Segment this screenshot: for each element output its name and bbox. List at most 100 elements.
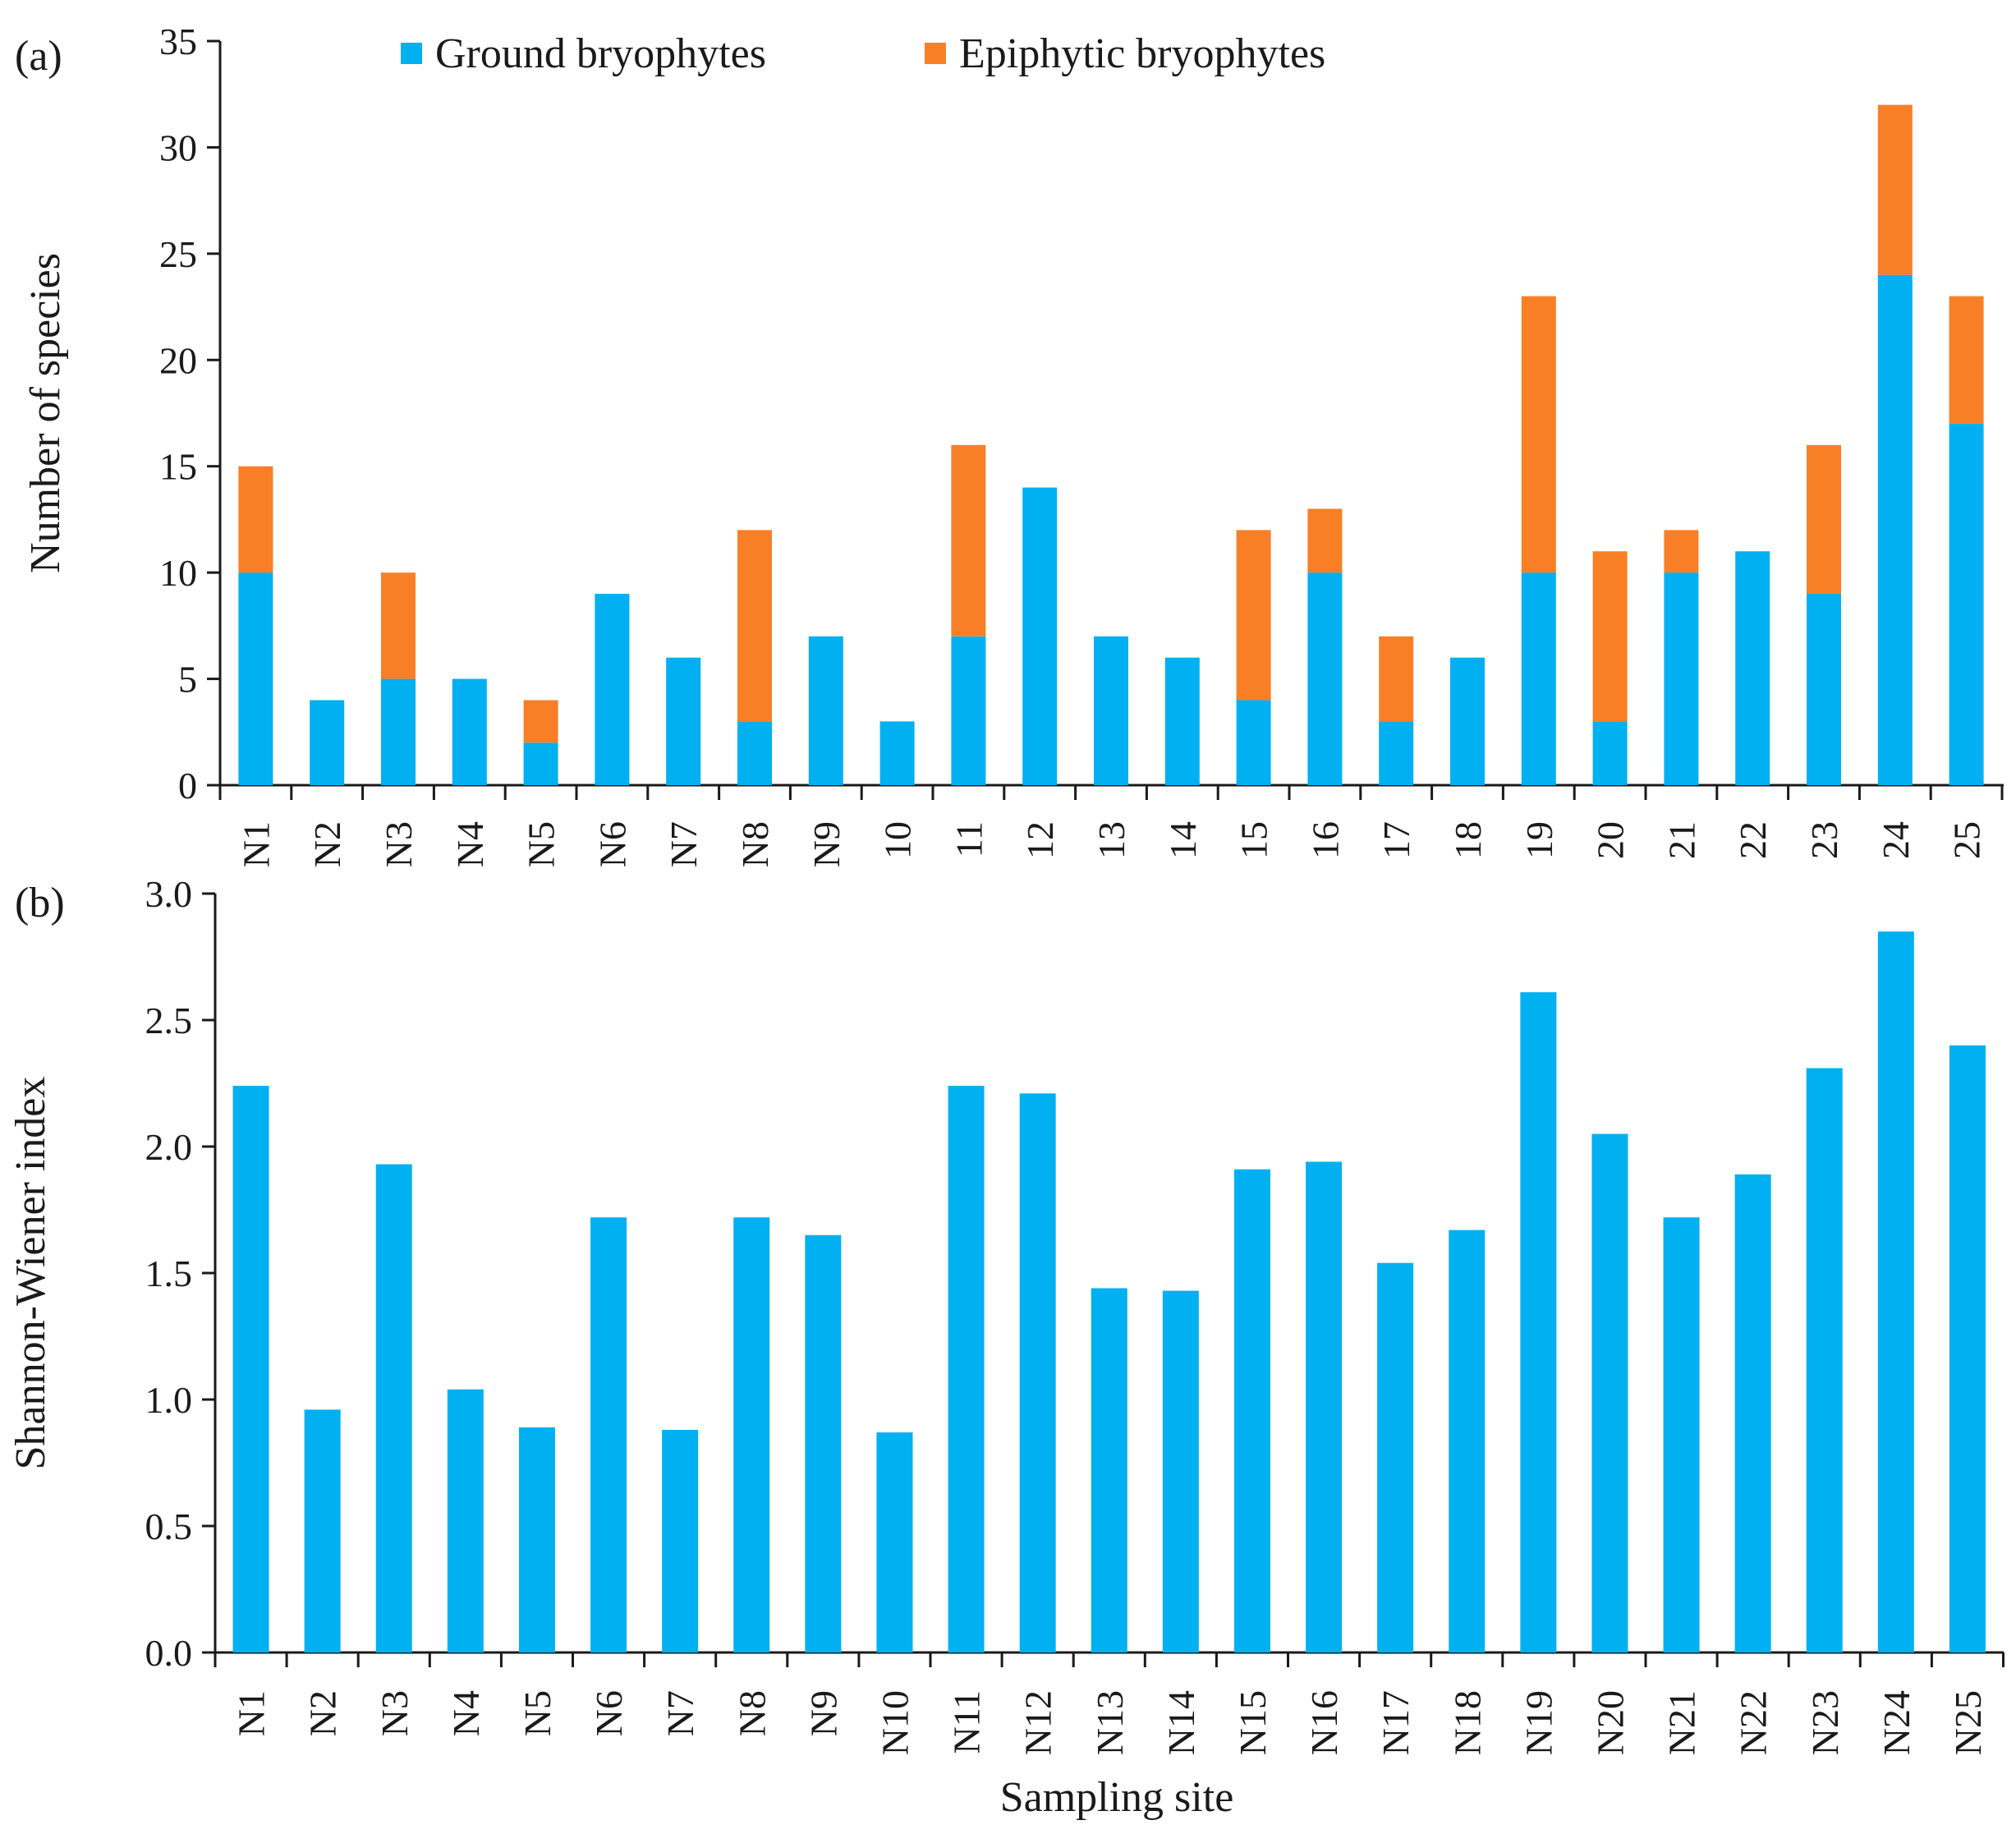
y-tick-label: 3.0 — [145, 873, 193, 915]
x-category-label: 10 — [877, 821, 919, 859]
x-category-label: N1 — [235, 821, 277, 867]
x-category-label: N9 — [806, 821, 847, 867]
x-category-label: N21 — [1661, 1690, 1703, 1755]
ground-bar — [595, 594, 630, 785]
x-category-label: 25 — [1946, 821, 1988, 859]
epiphytic-bar — [737, 530, 772, 722]
x-category-label: 21 — [1660, 821, 1702, 859]
x-category-label: N8 — [731, 1690, 773, 1736]
ground-bar — [1521, 572, 1556, 785]
shannon-bar — [1591, 1133, 1628, 1652]
x-category-label: N6 — [591, 821, 633, 867]
epiphytic-bar — [381, 572, 416, 679]
ground-bar — [381, 678, 416, 785]
epiphytic-bar — [1664, 530, 1699, 573]
ground-bar — [1094, 636, 1128, 785]
ground-bar — [879, 721, 915, 785]
x-category-label: N10 — [874, 1690, 916, 1755]
x-category-label: N25 — [1947, 1690, 1989, 1755]
x-category-label: 14 — [1162, 821, 1204, 859]
legend-label-epiphytic: Epiphytic bryophytes — [959, 30, 1325, 77]
shannon-bar — [590, 1217, 627, 1652]
x-category-label: 16 — [1304, 821, 1346, 859]
x-category-label: N7 — [663, 821, 705, 867]
x-category-label: N12 — [1017, 1690, 1059, 1755]
x-category-label: N4 — [449, 821, 491, 867]
y-tick-label: 0 — [178, 765, 197, 807]
panel-label: (a) — [15, 33, 62, 80]
x-category-label: 12 — [1019, 821, 1061, 859]
x-category-label: 11 — [948, 821, 990, 857]
epiphytic-bar — [523, 700, 558, 743]
x-category-label: N2 — [302, 1690, 344, 1736]
ground-bar — [666, 657, 701, 785]
y-tick-label: 1.5 — [145, 1253, 193, 1294]
epiphytic-bar — [951, 444, 986, 637]
panel-b-shannon-chart: 0.0 0.5 1.0 1.5 2.0 2.5 3.0 N1 N2 N3 N4 N5 N6 N7 N8 N9 N… — [7, 873, 2005, 1821]
legend-swatch-epiphytic — [925, 43, 946, 64]
x-category-label: N16 — [1303, 1690, 1345, 1755]
x-category-label: N22 — [1733, 1690, 1775, 1755]
ground-bar — [1735, 551, 1770, 785]
x-category-label: N4 — [445, 1690, 487, 1736]
shannon-bar — [1306, 1161, 1343, 1652]
shannon-bar — [1734, 1174, 1771, 1652]
ground-bar — [737, 721, 772, 785]
shannon-bar — [1162, 1290, 1199, 1652]
shannon-bar — [1091, 1288, 1127, 1652]
epiphytic-bar — [1307, 508, 1343, 573]
y-tick-label: 2.5 — [145, 1000, 193, 1041]
ground-bar — [1807, 594, 1841, 785]
x-category-label: 22 — [1732, 821, 1774, 859]
x-category-label: N6 — [588, 1690, 630, 1736]
shannon-bar — [876, 1432, 913, 1652]
shannon-bar — [1877, 931, 1914, 1652]
x-category-label: 15 — [1233, 821, 1275, 859]
shannon-bar — [1377, 1262, 1414, 1652]
epiphytic-bar — [1807, 444, 1841, 595]
shannon-bar — [1233, 1169, 1270, 1652]
x-category-label: N19 — [1518, 1690, 1559, 1755]
x-category-label: N3 — [378, 821, 420, 867]
x-category-label: N11 — [946, 1690, 988, 1754]
shannon-bar — [1520, 992, 1557, 1652]
x-category-label: 23 — [1803, 821, 1845, 859]
x-category-label: N3 — [374, 1690, 416, 1736]
y-tick-label: 2.0 — [145, 1126, 193, 1168]
ground-bar — [1307, 572, 1343, 785]
ground-bar — [523, 742, 558, 785]
y-tick-label: 25 — [159, 233, 197, 275]
ground-bar — [1164, 657, 1200, 785]
x-category-label: N1 — [231, 1690, 273, 1736]
x-category-label: N14 — [1160, 1690, 1202, 1755]
shannon-bar — [232, 1086, 269, 1652]
x-category-label: N8 — [734, 821, 776, 867]
y-tick-label: 10 — [159, 552, 197, 594]
epiphytic-bar — [1592, 551, 1628, 722]
epiphytic-bar — [238, 466, 273, 573]
ground-bar — [452, 678, 487, 785]
y-tick-label: 15 — [159, 446, 197, 488]
ground-bar — [310, 700, 345, 785]
ground-bar — [1664, 572, 1699, 785]
y-axis-title: Shannon-Wiener index — [7, 1077, 54, 1470]
shannon-bar — [733, 1217, 770, 1652]
epiphytic-bar — [1949, 296, 1984, 424]
ground-bar — [1022, 487, 1058, 785]
x-category-label: N7 — [659, 1690, 701, 1736]
panel-a-species-chart: 0 5 10 15 20 25 30 35 N1 N2 N3 N4 N5 N6 N7 N8 N9 10 11 12 13… — [15, 21, 2004, 867]
shannon-bar — [375, 1164, 412, 1652]
epiphytic-bar — [1521, 296, 1556, 573]
ground-bar — [951, 636, 986, 785]
shannon-bar — [1949, 1045, 1986, 1652]
x-category-label: N24 — [1876, 1690, 1917, 1755]
shannon-bar — [948, 1086, 985, 1652]
shannon-bar — [662, 1429, 699, 1652]
shannon-bar — [1449, 1230, 1486, 1652]
shannon-bar — [518, 1427, 555, 1652]
legend-label-ground: Ground bryophytes — [435, 30, 766, 77]
epiphytic-bar — [1379, 636, 1414, 722]
y-tick-label: 35 — [159, 21, 197, 62]
x-category-label: N5 — [517, 1690, 558, 1736]
